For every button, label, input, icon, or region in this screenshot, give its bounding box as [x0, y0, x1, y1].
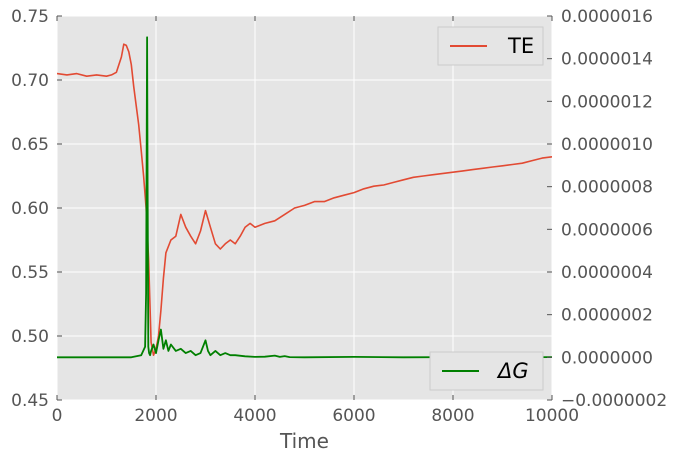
series-line-0: [57, 43, 552, 357]
legends: TE ΔG: [429, 26, 544, 391]
y-left-tick-label: 0.70: [11, 71, 49, 91]
x-axis-label: Time: [279, 429, 329, 453]
y-left-tick-label: 0.75: [11, 7, 49, 27]
y-right-tick-label: 0.0000002: [561, 306, 653, 326]
y-right-tick-label: 0.0000016: [561, 7, 653, 27]
y-left-tick-label: 0.60: [11, 199, 49, 219]
legend-te-label: TE: [507, 34, 534, 58]
y-left-tick-label: 0.65: [11, 135, 49, 155]
y-right-tick-label: 0.0000004: [561, 263, 653, 283]
y-left-tick-label: 0.55: [11, 263, 49, 283]
y-right-tick-label: 0.0000012: [561, 92, 653, 112]
y-right-tick-label: −0.0000002: [561, 391, 667, 411]
y-left-tick-label: 0.50: [11, 327, 49, 347]
y-right-tick-label: 0.0000006: [561, 220, 653, 240]
x-tick-label: 2000: [134, 406, 177, 426]
series-layer: [57, 36, 552, 359]
y-right-tick-label: 0.0000010: [561, 135, 653, 155]
y-left-tick-label: 0.45: [11, 391, 49, 411]
y-right-tick-label: 0.0000008: [561, 178, 653, 198]
y-right-tick-label: 0.0000000: [561, 348, 653, 368]
grid-lines: [56, 15, 553, 401]
x-tick-label: 10000: [525, 406, 579, 426]
x-tick-label: 8000: [431, 406, 474, 426]
y-right-tick-label: 0.0000014: [561, 50, 653, 70]
x-tick-label: 4000: [233, 406, 276, 426]
x-tick-label: 0: [52, 406, 63, 426]
legend-dg-label: ΔG: [496, 359, 529, 383]
series-line-1: [57, 36, 552, 359]
axes: 0 2000 4000 6000 8000 10000 0.45 0.50 0.55 0.60 0.…: [11, 7, 667, 426]
x-tick-label: 6000: [332, 406, 375, 426]
